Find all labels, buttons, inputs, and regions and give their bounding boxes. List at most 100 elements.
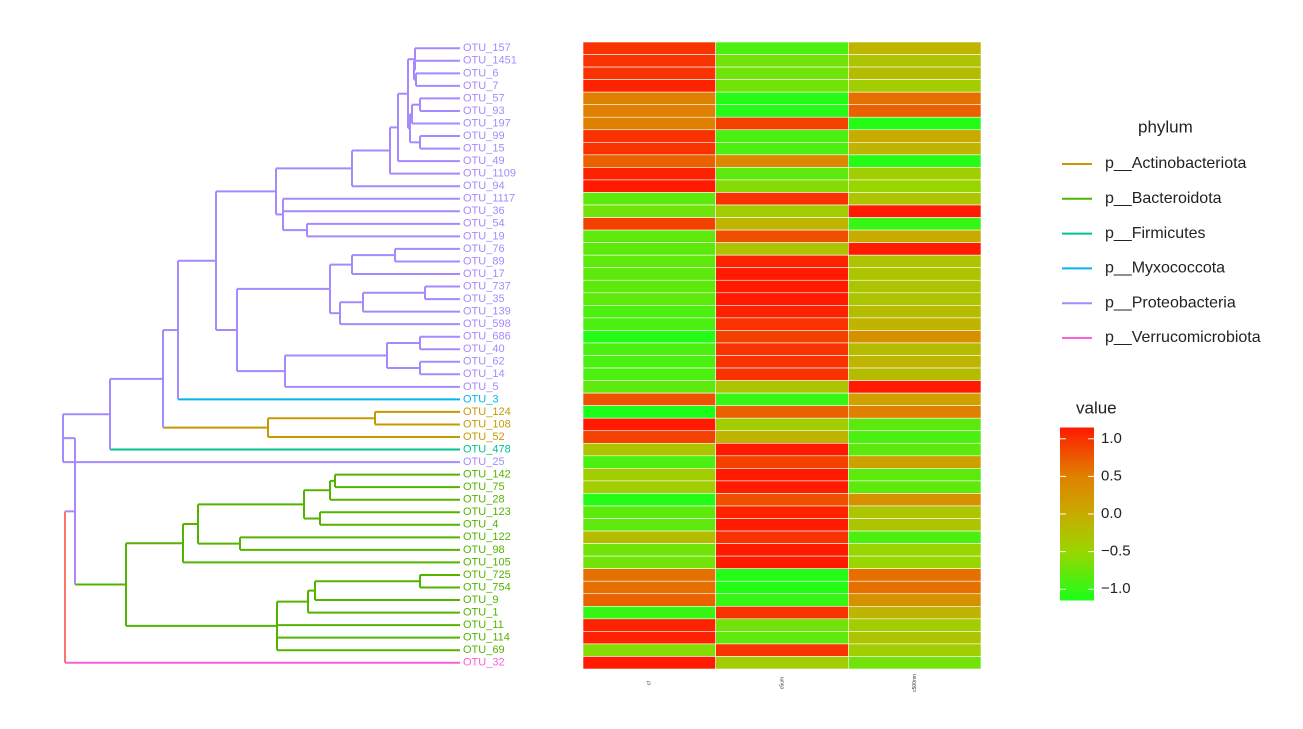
row-label: OTU_52 bbox=[463, 431, 505, 443]
row-label: OTU_49 bbox=[463, 155, 505, 167]
heat-cell bbox=[848, 129, 982, 143]
legend-label: p__Bacteroidota bbox=[1105, 190, 1222, 207]
heat-cell bbox=[715, 317, 849, 331]
heat-cell bbox=[582, 116, 716, 131]
heat-cell bbox=[582, 91, 716, 106]
legend-label: p__Verrucomicrobiota bbox=[1105, 329, 1261, 346]
column-label: c500nm bbox=[912, 674, 918, 692]
heat-cell bbox=[848, 493, 982, 507]
heat-cell bbox=[848, 229, 982, 243]
heat-cell bbox=[582, 643, 716, 657]
heat-cell bbox=[848, 455, 982, 469]
heat-cell bbox=[582, 192, 716, 206]
row-label: OTU_142 bbox=[463, 469, 511, 481]
column-label: cf bbox=[647, 680, 653, 685]
heat-cell bbox=[715, 442, 849, 457]
heat-cell bbox=[582, 392, 716, 406]
heat-cell bbox=[582, 41, 716, 55]
heat-cell bbox=[715, 392, 849, 406]
row-label: OTU_754 bbox=[463, 581, 511, 593]
heat-cell bbox=[582, 217, 716, 231]
heat-cell bbox=[715, 505, 849, 519]
heat-cell bbox=[582, 555, 716, 569]
heat-cell bbox=[715, 518, 849, 532]
row-label: OTU_5 bbox=[463, 381, 498, 393]
row-label: OTU_28 bbox=[463, 494, 505, 506]
heat-cell bbox=[715, 580, 849, 595]
row-label: OTU_89 bbox=[463, 255, 505, 267]
heat-cell bbox=[848, 217, 982, 231]
heat-cell bbox=[582, 167, 716, 181]
row-label: OTU_69 bbox=[463, 644, 505, 656]
heat-cell bbox=[848, 593, 982, 607]
heat-cell bbox=[715, 229, 849, 243]
colorbar-label: −0.5 bbox=[1101, 543, 1131, 560]
heat-cell bbox=[715, 605, 849, 620]
row-label: OTU_1 bbox=[463, 606, 498, 618]
heat-cell bbox=[715, 204, 849, 218]
row-label: OTU_598 bbox=[463, 318, 511, 330]
row-label: OTU_40 bbox=[463, 343, 505, 355]
heat-cell bbox=[582, 580, 716, 595]
heat-cell bbox=[715, 54, 849, 68]
heat-cell bbox=[715, 417, 849, 432]
heat-cell bbox=[848, 79, 982, 93]
heat-cell bbox=[715, 455, 849, 469]
row-label: OTU_11 bbox=[463, 619, 504, 631]
colorbar-label: 1.0 bbox=[1101, 430, 1122, 447]
heat-cell bbox=[848, 54, 982, 68]
heat-cell bbox=[582, 342, 716, 356]
heat-cell bbox=[582, 518, 716, 532]
row-label: OTU_3 bbox=[463, 393, 498, 405]
row-label: OTU_76 bbox=[463, 243, 505, 255]
row-label: OTU_114 bbox=[463, 632, 510, 644]
heat-cell bbox=[715, 530, 849, 544]
row-label: OTU_725 bbox=[463, 569, 511, 581]
legend-label: p__Actinobacteriota bbox=[1105, 155, 1247, 172]
heat-cell bbox=[715, 91, 849, 106]
heat-cell bbox=[582, 292, 716, 306]
heat-cell bbox=[582, 267, 716, 281]
heat-cell bbox=[715, 154, 849, 168]
row-label: OTU_686 bbox=[463, 331, 511, 343]
heat-cell bbox=[848, 430, 982, 444]
heat-cell bbox=[582, 279, 716, 294]
heat-cell bbox=[582, 229, 716, 243]
heat-cell bbox=[715, 41, 849, 55]
row-label: OTU_17 bbox=[463, 268, 505, 280]
legend-title: phylum bbox=[1138, 117, 1193, 136]
heat-cell bbox=[848, 254, 982, 269]
row-label: OTU_57 bbox=[463, 92, 505, 104]
row-label: OTU_25 bbox=[463, 456, 505, 468]
heat-cell bbox=[848, 154, 982, 168]
heat-cell bbox=[582, 605, 716, 620]
legend-label: p__Firmicutes bbox=[1105, 225, 1205, 242]
row-label: OTU_124 bbox=[463, 406, 511, 418]
heat-cell bbox=[848, 242, 982, 256]
row-label: OTU_15 bbox=[463, 142, 505, 154]
heat-cell bbox=[848, 330, 982, 344]
heat-cell bbox=[715, 656, 849, 670]
heat-cell bbox=[715, 66, 849, 80]
heat-cell bbox=[848, 518, 982, 532]
heat-cell bbox=[582, 179, 716, 193]
heat-cell bbox=[582, 417, 716, 432]
heat-cell bbox=[715, 405, 849, 419]
heat-cell bbox=[715, 380, 849, 394]
heat-cell bbox=[582, 330, 716, 344]
row-label: OTU_75 bbox=[463, 481, 505, 493]
heat-cell bbox=[582, 129, 716, 143]
heat-cell bbox=[582, 568, 716, 582]
heat-cell bbox=[848, 104, 982, 118]
heat-cell bbox=[848, 442, 982, 457]
heat-cell bbox=[848, 543, 982, 557]
heat-cell bbox=[848, 167, 982, 181]
heat-cell bbox=[582, 54, 716, 68]
heat-cell bbox=[582, 618, 716, 632]
heat-cell bbox=[715, 493, 849, 507]
heat-cell bbox=[848, 392, 982, 406]
heat-cell bbox=[715, 242, 849, 256]
heat-cell bbox=[715, 305, 849, 319]
row-label: OTU_6 bbox=[463, 67, 498, 79]
row-label: OTU_19 bbox=[463, 230, 505, 242]
